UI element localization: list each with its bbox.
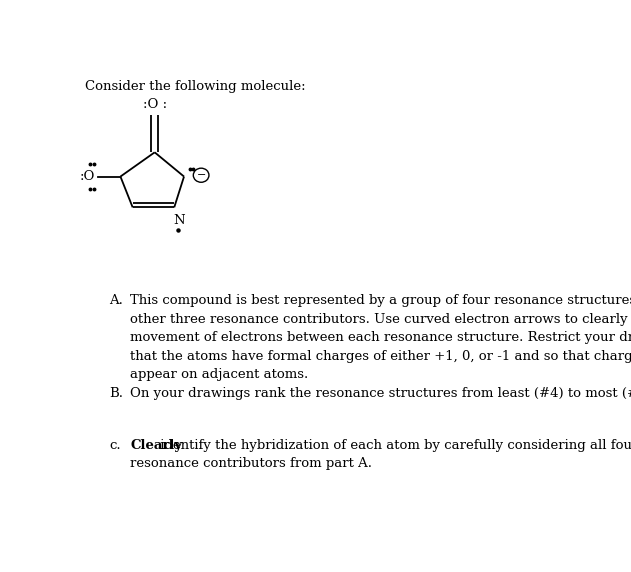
Text: −: − [196,170,206,180]
Text: c.: c. [109,439,121,452]
Text: movement of electrons between each resonance structure. Restrict your drawings s: movement of electrons between each reson… [130,331,631,344]
Text: N: N [174,214,185,227]
Text: Clearly: Clearly [130,439,182,452]
Text: On your drawings rank the resonance structures from least (#4) to most (#1) stab: On your drawings rank the resonance stru… [130,387,631,400]
Text: :O :: :O : [143,98,167,112]
Text: B.: B. [109,387,123,400]
Text: that the atoms have formal charges of either +1, 0, or -1 and so that charges do: that the atoms have formal charges of ei… [130,349,631,363]
Text: :O: :O [79,170,95,183]
Text: resonance contributors from part A.: resonance contributors from part A. [130,457,372,470]
Text: A.: A. [109,294,123,307]
Text: appear on adjacent atoms.: appear on adjacent atoms. [130,368,309,381]
Text: Consider the following molecule:: Consider the following molecule: [85,80,305,93]
Text: other three resonance contributors. Use curved electron arrows to clearly show t: other three resonance contributors. Use … [130,313,631,325]
Text: identify the hybridization of each atom by carefully considering all four: identify the hybridization of each atom … [156,439,631,452]
Text: This compound is best represented by a group of four resonance structures.  Draw: This compound is best represented by a g… [130,294,631,307]
